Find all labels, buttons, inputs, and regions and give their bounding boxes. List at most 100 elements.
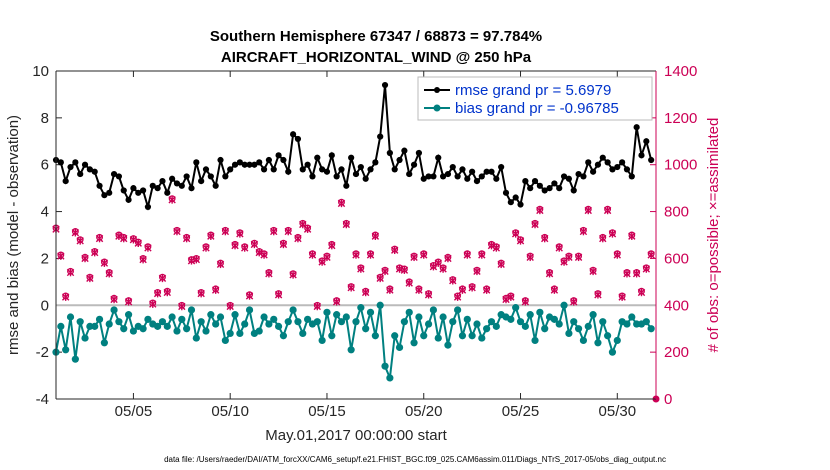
bias-point xyxy=(342,313,350,321)
bias-point xyxy=(289,306,297,314)
rmse-point xyxy=(488,168,495,175)
assimilated-obs-point xyxy=(226,302,234,311)
rmse-point xyxy=(435,154,442,161)
rmse-point xyxy=(459,166,466,173)
bias-point xyxy=(516,318,525,326)
rmse-point xyxy=(101,192,108,199)
rmse-point xyxy=(396,156,403,164)
rmse-point xyxy=(541,187,548,194)
rmse-point xyxy=(643,138,650,145)
assimilated-obs-point xyxy=(449,276,457,285)
y-right-tick-label: 800 xyxy=(664,204,689,221)
assimilated-obs-point xyxy=(149,300,157,308)
rmse-point xyxy=(285,168,292,175)
legend: rmse grand pr = 5.6979 bias grand pr = -… xyxy=(417,76,653,121)
bias-point xyxy=(62,346,70,354)
rmse-point xyxy=(531,178,539,185)
bias-point xyxy=(313,318,321,326)
bias-point xyxy=(468,332,476,340)
bias-point xyxy=(299,329,307,337)
legend-bias-marker xyxy=(433,104,441,112)
bias-point xyxy=(473,320,481,328)
bias-point xyxy=(463,315,471,323)
assimilated-obs-point xyxy=(531,220,539,229)
assimilated-obs-point xyxy=(211,286,220,294)
y-left-tick-label: -4 xyxy=(36,391,49,408)
rmse-point xyxy=(604,159,611,166)
rmse-point xyxy=(260,166,268,173)
y-axis-label-right: # of obs: o=possible; ×=assimilated xyxy=(705,118,722,353)
rmse-point xyxy=(67,163,74,171)
assimilated-obs-point xyxy=(163,288,171,297)
bias-point xyxy=(487,318,496,326)
bias-point xyxy=(347,346,355,354)
assimilated-obs-point xyxy=(468,283,476,292)
rmse-point xyxy=(498,163,505,171)
rmse-point xyxy=(343,182,350,189)
assimilated-obs-point xyxy=(628,232,636,240)
assimilated-obs-point xyxy=(347,283,355,292)
bias-point xyxy=(512,304,520,312)
rmse-point xyxy=(454,173,461,180)
rmse-point xyxy=(178,182,185,189)
rmse-point xyxy=(91,168,98,175)
bias-point xyxy=(255,327,263,335)
bias-point xyxy=(357,304,365,312)
bias-point xyxy=(231,311,239,319)
rmse-point xyxy=(483,168,490,175)
bias-point xyxy=(560,301,568,309)
assimilated-obs-point xyxy=(91,248,99,257)
assimilated-obs-point xyxy=(124,297,133,306)
assimilated-obs-point xyxy=(236,230,244,238)
bias-point xyxy=(270,315,278,323)
assimilated-obs-point xyxy=(420,251,428,259)
assimilated-obs-point xyxy=(550,286,559,294)
assimilated-obs-point xyxy=(492,244,501,252)
rmse-point xyxy=(265,156,273,164)
assimilated-obs-point xyxy=(632,269,641,278)
legend-rmse-marker xyxy=(434,87,440,93)
assimilated-obs-point xyxy=(371,232,380,240)
bias-point xyxy=(483,325,491,333)
y-left-tick-label: 4 xyxy=(41,204,49,221)
assimilated-obs-point xyxy=(129,235,138,244)
bias-point xyxy=(434,334,442,342)
plot-area xyxy=(56,71,656,399)
x-tick-label: 05/15 xyxy=(308,403,346,420)
bias-point xyxy=(81,334,89,342)
bias-point xyxy=(304,315,312,323)
rmse-point xyxy=(328,152,335,159)
assimilated-obs-point xyxy=(536,206,544,215)
bias-point xyxy=(458,332,467,340)
assimilated-obs-point xyxy=(274,290,283,299)
assimilated-obs-point xyxy=(294,234,302,243)
assimilated-obs-point xyxy=(100,259,109,267)
rmse-point xyxy=(236,159,243,166)
assimilated-obs-point xyxy=(361,288,370,297)
assimilated-obs-point xyxy=(173,227,181,236)
bias-point xyxy=(260,313,268,321)
bias-point xyxy=(192,334,200,342)
assimilated-obs-point xyxy=(545,269,554,278)
y-right-tick-label: 1400 xyxy=(664,63,697,80)
assimilated-obs-point xyxy=(463,251,471,259)
assimilated-obs-point xyxy=(81,254,89,263)
assimilated-obs-point xyxy=(216,260,225,269)
bias-point xyxy=(574,325,583,333)
rmse-point xyxy=(527,185,534,192)
y-right-tick-label: 1200 xyxy=(664,110,697,127)
bias-point xyxy=(265,320,273,328)
y-left-tick-label: 10 xyxy=(32,63,49,80)
assimilated-obs-point xyxy=(570,297,578,306)
rmse-point xyxy=(135,189,142,196)
bias-point xyxy=(454,306,462,314)
assimilated-obs-point xyxy=(313,302,321,311)
rmse-point xyxy=(227,166,234,173)
assimilated-obs-point xyxy=(95,234,104,243)
assimilated-obs-point xyxy=(599,234,607,243)
rmse-point xyxy=(377,133,384,140)
rmse-point xyxy=(164,189,171,196)
bias-point xyxy=(139,325,147,333)
bias-point xyxy=(173,327,181,335)
assimilated-obs-point xyxy=(458,286,467,294)
